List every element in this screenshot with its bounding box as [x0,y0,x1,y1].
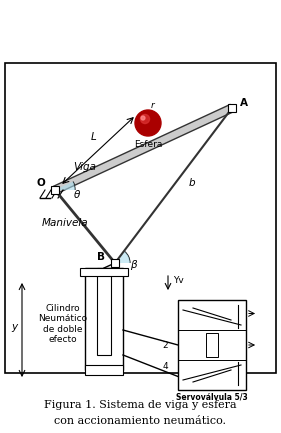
Text: Manivela: Manivela [42,219,88,229]
Circle shape [140,114,149,123]
Text: A: A [240,98,248,108]
Text: 2: 2 [162,340,168,349]
Text: Cilindro
Neumático
de doble
efecto: Cilindro Neumático de doble efecto [38,304,88,344]
Text: y: y [11,322,17,332]
Circle shape [135,110,161,136]
Bar [111,259,119,267]
Text: r: r [151,101,155,110]
Text: Esfera: Esfera [134,140,162,149]
Circle shape [141,116,145,120]
Text: Viga: Viga [74,162,96,172]
FancyBboxPatch shape [5,63,276,373]
Text: θ: θ [74,190,80,200]
Text: con accionamiento neumático.: con accionamiento neumático. [54,416,226,426]
Text: Servoválvula 5/3: Servoválvula 5/3 [176,393,248,402]
Text: Figura 1. Sistema de viga y esfera: Figura 1. Sistema de viga y esfera [44,400,236,410]
Text: L: L [91,132,96,142]
Bar [80,268,128,276]
Wedge shape [115,252,130,263]
Text: 4: 4 [162,362,168,371]
Wedge shape [55,181,75,190]
Bar [51,186,59,194]
Bar [206,333,218,357]
Polygon shape [53,104,234,194]
Text: O: O [37,178,45,188]
Bar [97,268,111,355]
Text: B: B [97,252,105,262]
Text: Yv: Yv [173,276,184,285]
Bar [228,104,236,112]
Bar [85,365,123,375]
Bar [85,268,123,370]
Text: β: β [130,260,136,270]
Text: b: b [189,178,195,187]
Bar [178,300,246,390]
